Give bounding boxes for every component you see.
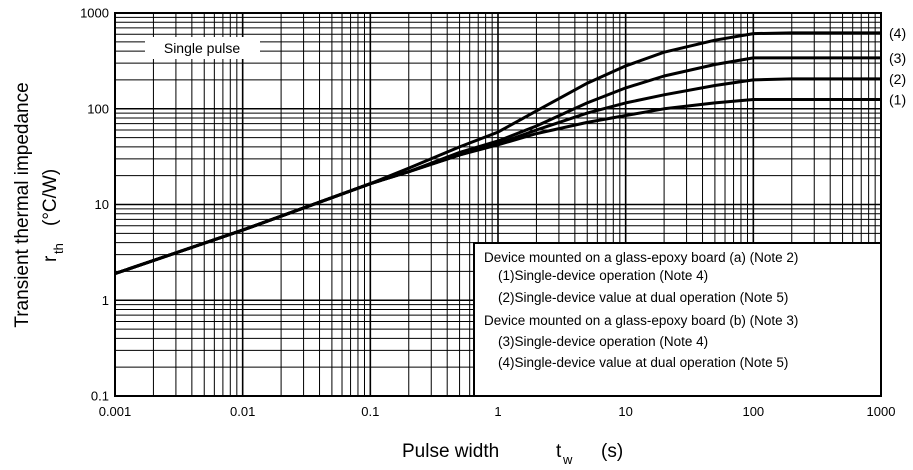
legend-line-4: Device mounted on a glass-epoxy board (b… <box>484 313 798 328</box>
single-pulse-label-box <box>145 37 260 59</box>
y-tick-label: 1000 <box>80 6 109 21</box>
series-label-2: (2) <box>889 71 906 87</box>
x-tick-label: 0.001 <box>99 404 132 419</box>
legend-line-3: (2)Single-device value at dual operation… <box>498 290 788 305</box>
y-axis-symbol: r <box>40 255 61 262</box>
series-line-4 <box>114 31 881 276</box>
x-axis-label: Pulse width <box>402 441 499 462</box>
x-axis-symbol: t <box>556 441 562 462</box>
x-tick-label: 1 <box>494 404 501 419</box>
legend-line-5: (3)Single-device operation (Note 4) <box>498 334 708 349</box>
series-label-4: (4) <box>889 25 906 41</box>
tick-labels: 0.001 0.01 0.1 1 10 100 1000 0.1 1 10 100 1000 <box>80 6 895 420</box>
x-tick-label: 10 <box>618 404 632 419</box>
series-label-1: (1) <box>889 91 906 107</box>
x-tick-label: 1000 <box>867 404 896 419</box>
series-label-3: (3) <box>889 50 906 66</box>
x-tick-label: 0.1 <box>361 404 379 419</box>
x-tick-label: 0.01 <box>230 404 255 419</box>
y-tick-label: 1 <box>102 293 109 308</box>
y-tick-label: 0.1 <box>91 389 109 404</box>
legend-line-1: Device mounted on a glass-epoxy board (a… <box>484 250 798 265</box>
y-axis-subscript: th <box>51 243 66 254</box>
y-axis-unit: (°C/W) <box>40 169 61 226</box>
y-tick-label: 100 <box>87 101 109 116</box>
series-group: (1) (2) (3) (4) <box>114 25 906 276</box>
legend-line-2: (1)Single-device operation (Note 4) <box>498 268 708 283</box>
x-axis-unit: (s) <box>601 441 623 462</box>
y-tick-label: 10 <box>95 197 109 212</box>
x-tick-label: 100 <box>742 404 764 419</box>
single-pulse-label: Single pulse <box>164 40 240 56</box>
x-axis-subscript: w <box>562 452 573 467</box>
legend-box <box>473 242 882 397</box>
legend-line-6: (4)Single-device value at dual operation… <box>498 355 788 370</box>
y-axis-label: Transient thermal impedance <box>12 82 33 327</box>
